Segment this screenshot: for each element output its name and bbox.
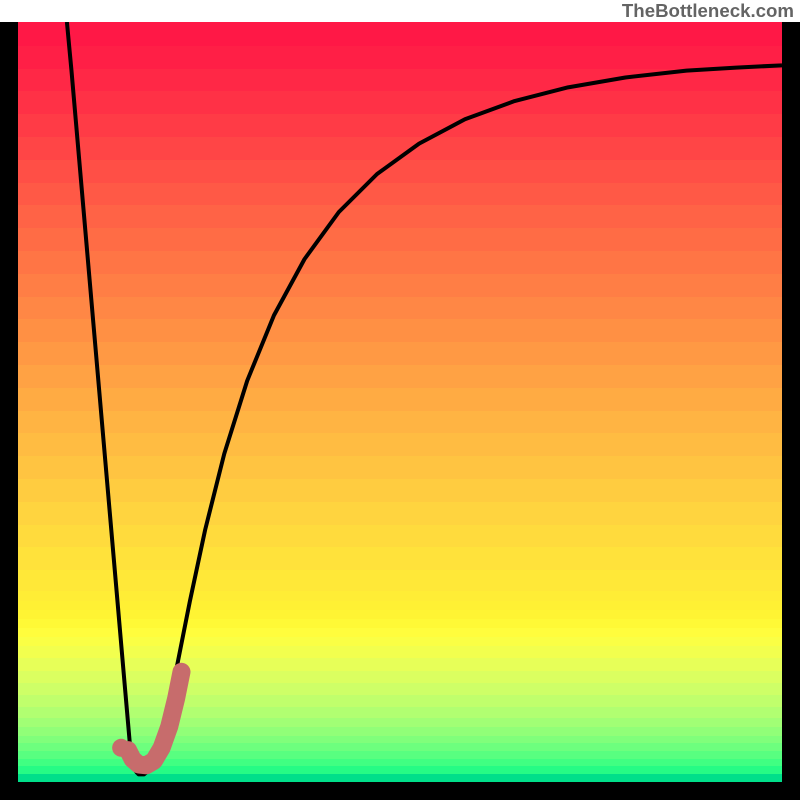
highlight-dot bbox=[112, 739, 130, 757]
chart-stage: TheBottleneck.com bbox=[0, 0, 800, 800]
plot-area bbox=[18, 22, 782, 782]
bottleneck-curve bbox=[67, 22, 782, 774]
frame-left bbox=[0, 22, 18, 800]
highlight-mark bbox=[128, 672, 181, 765]
frame-bottom bbox=[0, 782, 800, 800]
curve-layer bbox=[18, 22, 782, 782]
frame-right bbox=[782, 22, 800, 800]
watermark-text: TheBottleneck.com bbox=[622, 0, 794, 22]
